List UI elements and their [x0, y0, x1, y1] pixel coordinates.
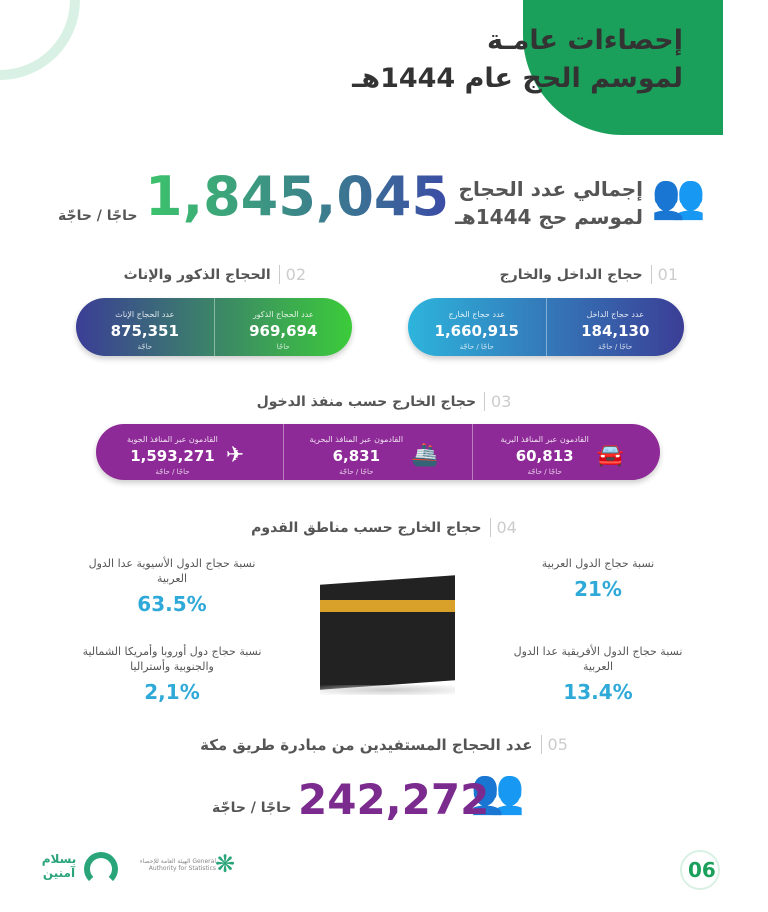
domestic-foreign-pill: عدد حجاج الداخل 184,130 حاجًا / حاجّة عدد … [408, 298, 684, 356]
decor-ring [0, 0, 80, 80]
value: 6,831 [332, 446, 381, 465]
unit: حاجًا / حاجّة [598, 342, 633, 351]
unit: حاجًا / حاجّة [459, 342, 494, 351]
value: 875,351 [110, 321, 179, 340]
cell-domestic: عدد حجاج الداخل 184,130 حاجًا / حاجّة [545, 298, 685, 356]
section-05-heading: 05 عدد الحجاج المستفيدين من مبادرة طريق م… [0, 735, 768, 754]
total-unit: حاجًا / حاجّة [58, 208, 138, 224]
label: عدد الحجاج الذكور [252, 309, 314, 319]
total-label-2: لموسم حج 1444هـ [455, 205, 643, 229]
label: عدد حجاج الخارج [448, 309, 506, 319]
section-number: 05 [540, 735, 568, 754]
label: عدد الحجاج الإناث [115, 309, 175, 319]
gastat-logo: الهيئة العامة للإحصاء General Authority … [139, 858, 216, 872]
value: 13.4% [563, 680, 633, 704]
ship-icon: 🚢 [411, 442, 439, 468]
total-label: إجمالي عدد الحجاج لموسم حج 1444هـ [455, 175, 643, 231]
value: 1,593,271 [130, 446, 215, 465]
value: 63.5% [137, 592, 207, 616]
section-number: 03 [484, 392, 511, 411]
label: نسبة حجاج دول أوروبا وأمريكا الشمالية وا… [82, 645, 262, 673]
label: عدد حجاج الداخل [586, 309, 644, 319]
section-title: حجاج الداخل والخارج [499, 266, 643, 283]
section-number: 04 [489, 518, 517, 537]
stat-asian: نسبة حجاج الدول الأسيوية عدا الدول العرب… [82, 556, 262, 616]
car-icon: 🚘 [596, 442, 625, 468]
section-title: الحجاج الذكور والإناث [123, 266, 271, 283]
value: 184,130 [581, 321, 650, 340]
makkah-route-value: 242,272 [298, 775, 490, 824]
value: 21% [574, 577, 622, 601]
stat-arab: نسبة حجاج الدول العربية 21% [508, 556, 688, 601]
value: 1,660,915 [434, 321, 519, 340]
airplane-icon: ✈ [225, 442, 245, 468]
unit: حاجًا / حاجّة [339, 467, 374, 476]
unit: حاجّة [137, 342, 153, 351]
section-03-heading: 03 حجاج الخارج حسب منفذ الدخول [0, 392, 768, 411]
pilgrims-icon: 👥 [470, 766, 525, 817]
cell-sea: 🚢 القادمون عبر المنافذ البحرية 6,831 حاجًا … [283, 424, 471, 480]
title-line2: لموسم الحج عام 1444هـ [352, 63, 683, 94]
label: نسبة حجاج الدول الأسيوية عدا الدول العرب… [88, 557, 256, 585]
gastat-emblem-icon: ❋ [215, 850, 236, 878]
unit: حاجًا / حاجّة [527, 467, 562, 476]
stat-europe-americas: نسبة حجاج دول أوروبا وأمريكا الشمالية وا… [82, 644, 262, 704]
title-line1: إحصاءات عامـة [487, 25, 683, 56]
section-02-heading: 02 الحجاج الذكور والإناث [124, 265, 306, 284]
label: القادمون عبر المنافذ الجوية [127, 434, 218, 444]
section-number: 01 [650, 265, 678, 284]
cell-male: عدد الحجاج الذكور 969,694 حاجًا [213, 298, 353, 356]
total-value: 1,845,045 [145, 165, 450, 228]
label: القادمون عبر المنافذ البرية [500, 434, 589, 444]
label: نسبة حجاج الدول العربية [541, 557, 655, 570]
section-number: 02 [278, 265, 306, 284]
value: 2,1% [144, 680, 200, 704]
page-number-ring [680, 850, 720, 890]
cell-land: 🚘 القادمون عبر المنافذ البرية 60,813 حاجًا … [471, 424, 660, 480]
program-logo-icon [84, 852, 118, 886]
cell-foreign: عدد حجاج الخارج 1,660,915 حاجًا / حاجّة [408, 298, 546, 356]
total-label-1: إجمالي عدد الحجاج [458, 177, 643, 201]
unit: حاجًا [276, 342, 290, 351]
section-title: حجاج الخارج حسب مناطق القدوم [251, 519, 482, 536]
section-04-heading: 04 حجاج الخارج حسب مناطق القدوم [0, 518, 768, 537]
cell-female: عدد الحجاج الإناث 875,351 حاجّة [76, 298, 214, 356]
section-title: عدد الحجاج المستفيدين من مبادرة طريق مكة [200, 735, 533, 754]
cell-air: ✈ القادمون عبر المنافذ الجوية 1,593,271 حاج… [96, 424, 283, 480]
makkah-route-unit: حاجًا / حاجّة [212, 800, 292, 816]
stat-african: نسبة حجاج الدول الأفريقية عدا الدول العر… [508, 644, 688, 704]
label: القادمون عبر المنافذ البحرية [309, 434, 404, 444]
gender-pill: عدد الحجاج الذكور 969,694 حاجًا عدد الحجاج… [76, 298, 352, 356]
value: 60,813 [515, 446, 574, 465]
pilgrims-icon: 👥 [651, 171, 706, 222]
section-title: حجاج الخارج حسب منفذ الدخول [256, 393, 477, 410]
section-01-heading: 01 حجاج الداخل والخارج [500, 265, 678, 284]
salam-logo: بسلام آمنين [41, 852, 77, 880]
kaaba-illustration [320, 570, 455, 695]
unit: حاجًا / حاجّة [155, 467, 190, 476]
entry-port-pill: 🚘 القادمون عبر المنافذ البرية 60,813 حاجًا … [96, 424, 660, 480]
value: 969,694 [249, 321, 318, 340]
label: نسبة حجاج الدول الأفريقية عدا الدول العر… [513, 645, 683, 673]
page-number: 06 [688, 858, 716, 882]
page-title: إحصاءات عامـة لموسم الحج عام 1444هـ [352, 22, 683, 98]
